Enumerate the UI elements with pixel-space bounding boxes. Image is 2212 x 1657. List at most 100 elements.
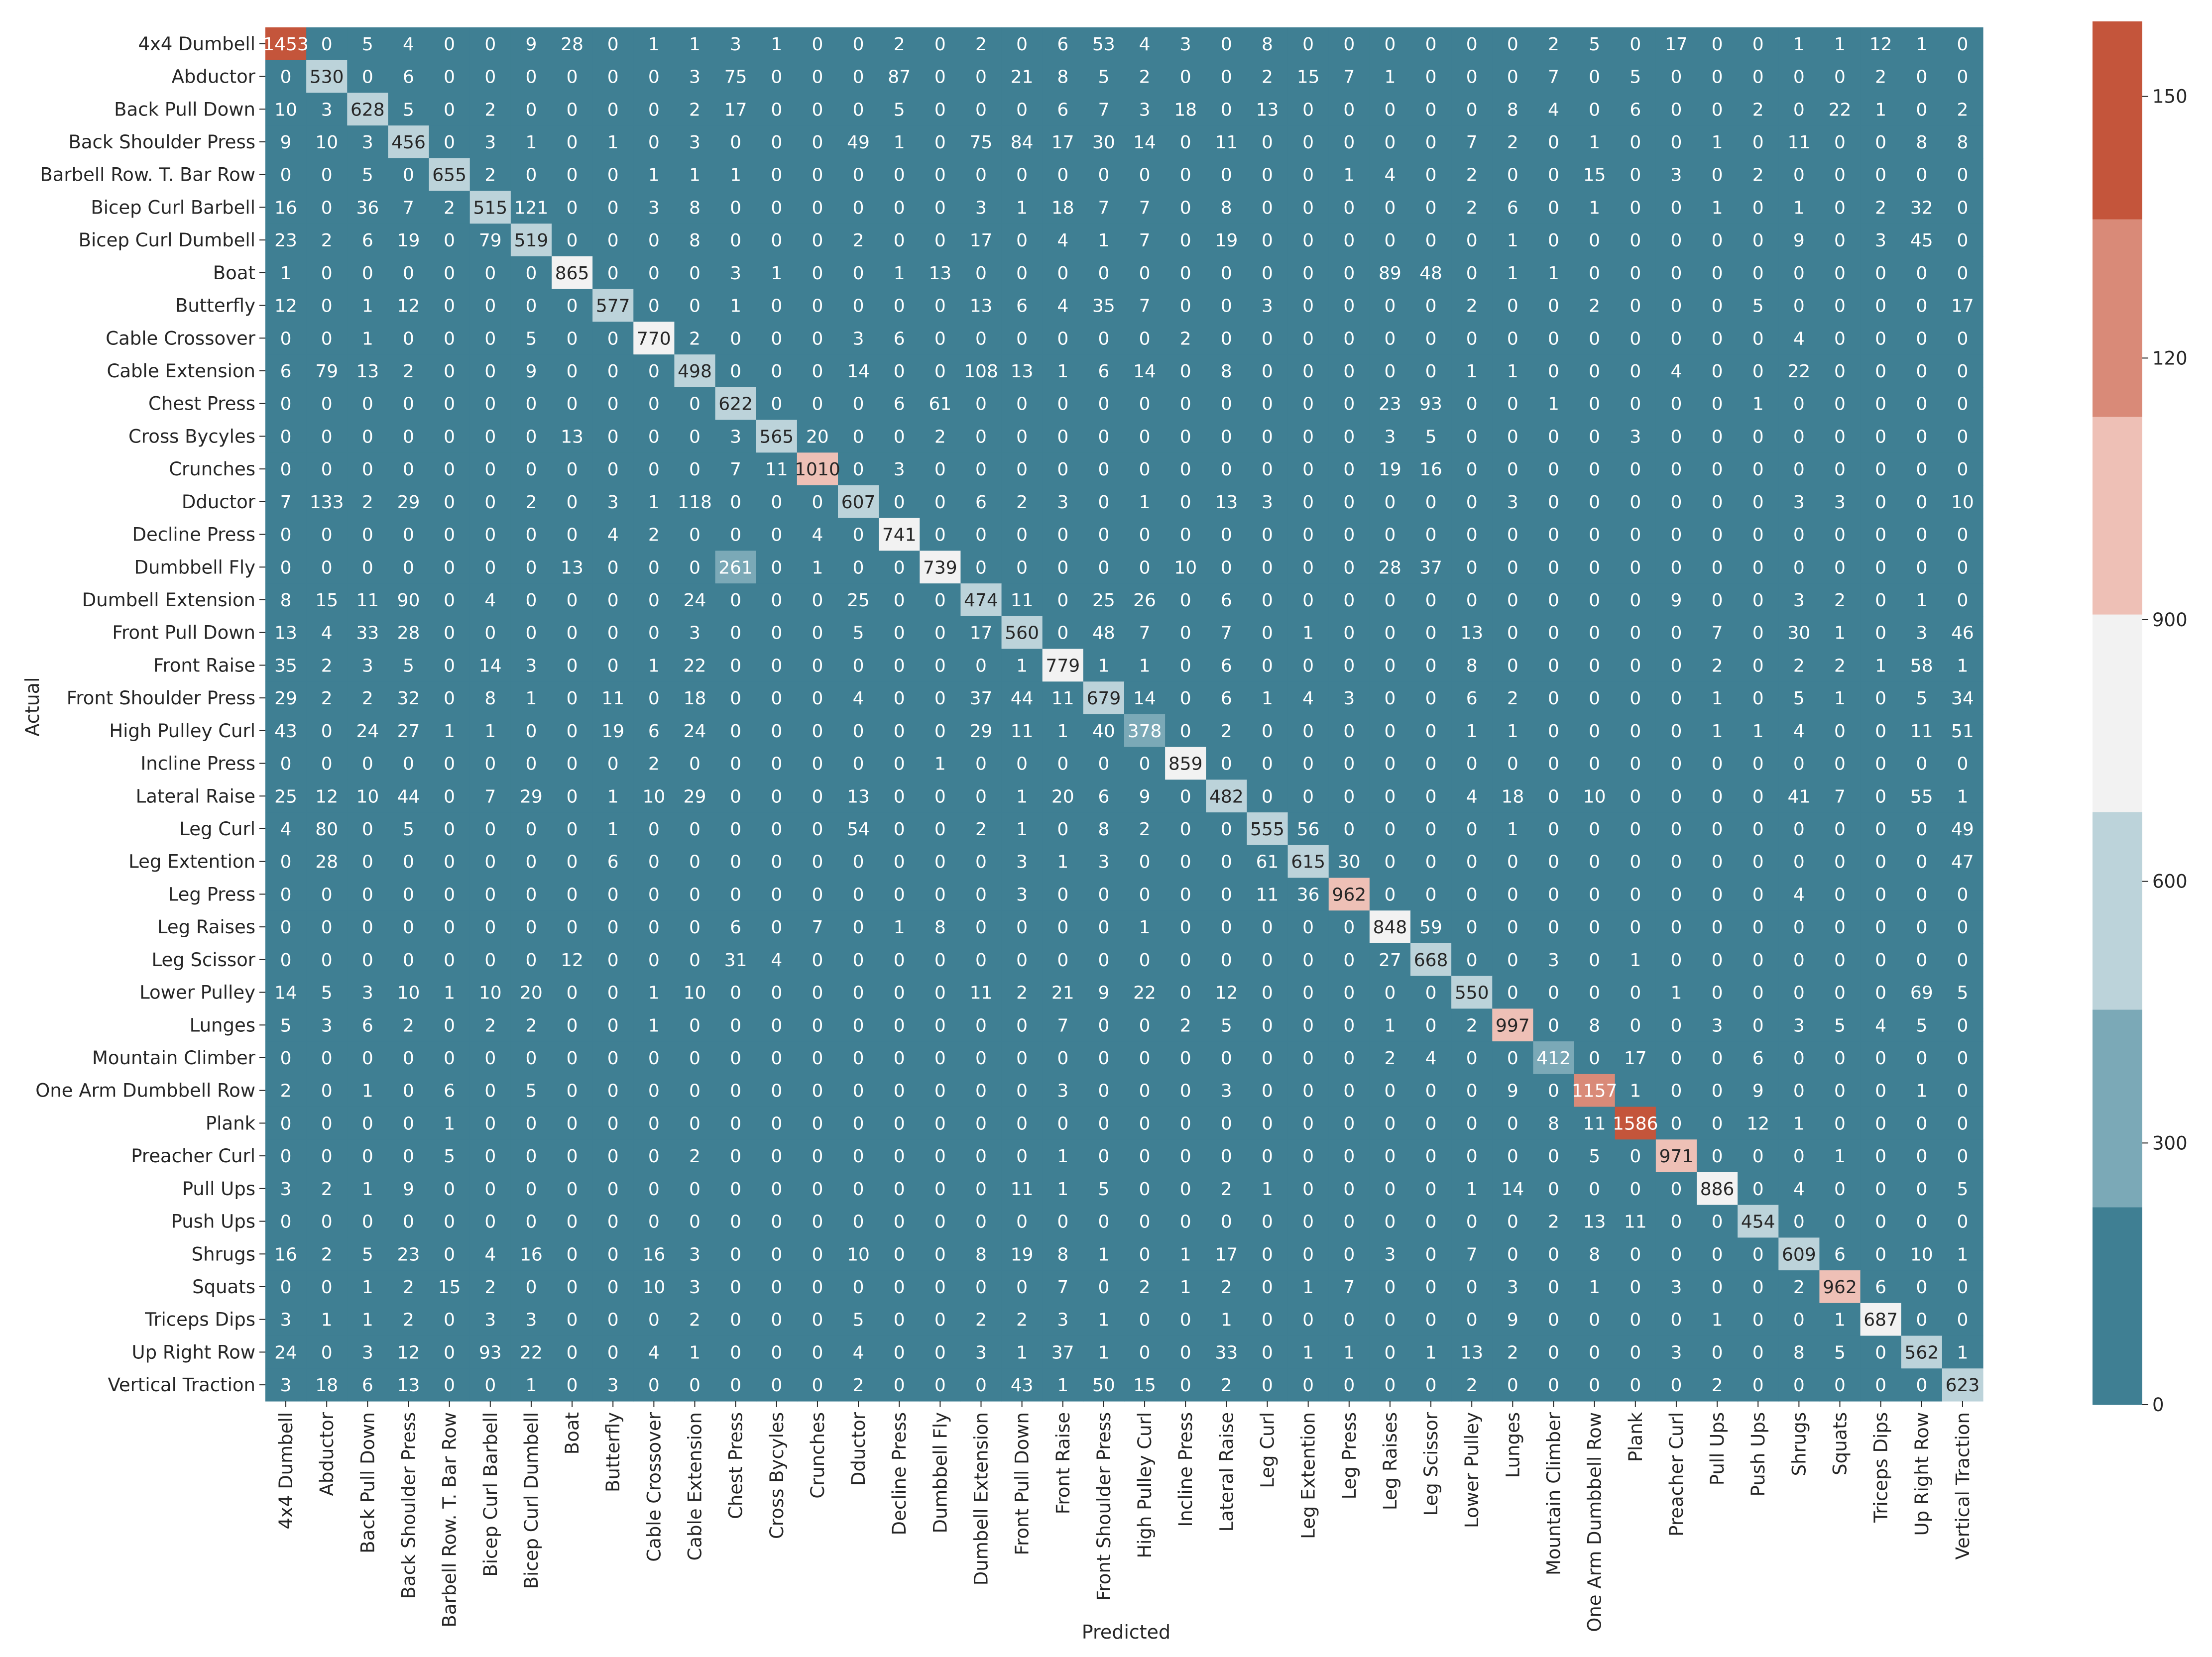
heatmap-cell [1574,256,1616,290]
heatmap-cell [1615,354,1656,388]
cell-value-label: 46 [1951,623,1974,644]
cell-value-label: 0 [1752,852,1764,873]
cell-value-label: 0 [812,132,823,153]
heatmap-cell [797,256,838,290]
heatmap-cell [1165,485,1206,519]
cell-value-label: 1453 [263,34,309,55]
cell-value-label: 0 [730,1179,741,1200]
cell-value-label: 0 [1548,1179,1559,1200]
cell-value-label: 0 [607,1310,619,1330]
cell-value-label: 8 [1957,132,1968,153]
cell-value-label: 0 [1098,1015,1109,1036]
heatmap-cell [592,583,634,617]
cell-value-label: 2 [321,688,333,709]
cell-value-label: 0 [975,329,987,349]
cell-value-label: 0 [648,100,660,120]
cell-value-label: 0 [1221,525,1232,546]
heatmap-cell [1124,256,1165,290]
heatmap-cell [1860,158,1902,192]
cell-value-label: 0 [648,361,660,382]
cell-value-label: 0 [1670,459,1682,480]
cell-value-label: 36 [1297,884,1320,905]
cell-value-label: 2 [1262,67,1273,88]
heatmap-cell [1451,354,1493,388]
heatmap-cell [1655,452,1697,486]
cell-value-label: 24 [274,1342,297,1363]
heatmap-cell [1165,256,1206,290]
heatmap-cell [1206,551,1248,584]
cell-value-label: 0 [567,1081,578,1102]
heatmap-cell [1697,551,1738,584]
heatmap-cell [429,681,470,715]
cell-value-label: 15 [1583,165,1606,186]
heatmap-cell [715,583,757,617]
cell-value-label: 0 [771,852,782,873]
heatmap-cell [1451,420,1493,453]
cell-value-label: 7 [1098,100,1109,120]
heatmap-cell [388,387,430,421]
heatmap-cell [1451,27,1493,61]
cell-value-label: 0 [975,263,987,284]
cell-value-label: 61 [1256,852,1279,873]
heatmap-cell [1860,256,1902,290]
cell-value-label: 0 [607,361,619,382]
cell-value-label: 0 [525,296,537,317]
cell-value-label: 0 [280,525,292,546]
cell-value-label: 1 [1670,983,1682,1003]
cell-value-label: 4 [403,34,414,55]
heatmap-cell [1697,223,1738,257]
cell-value-label: 0 [1834,263,1846,284]
heatmap-cell [592,354,634,388]
heatmap-cell [552,125,593,159]
heatmap-cell [347,518,389,552]
cell-value-label: 0 [484,329,496,349]
heatmap-cell [306,649,348,682]
heatmap-cell [1451,943,1493,977]
heatmap-cell [1287,158,1329,192]
cell-value-label: 0 [1384,34,1396,55]
cell-value-label: 0 [1875,394,1886,415]
cell-value-label: 0 [607,1048,619,1069]
heatmap-cell [1738,812,1779,846]
cell-value-label: 0 [1793,1310,1805,1330]
cell-value-label: 0 [1957,1048,1968,1069]
x-tick-label: Cross Bycyles [766,1412,788,1539]
heatmap-cell [265,485,307,519]
cell-value-label: 0 [975,950,987,971]
heatmap-cell [1697,485,1738,519]
heatmap-cell [1369,779,1411,813]
cell-value-label: 0 [1057,263,1068,284]
cell-value-label: 0 [1425,1310,1437,1330]
heatmap-cell [1819,256,1861,290]
heatmap-cell [1287,93,1329,126]
cell-value-label: 0 [1180,296,1191,317]
heatmap-cell [265,420,307,453]
cell-value-label: 0 [403,1146,414,1167]
heatmap-cell [510,976,552,1009]
cell-value-label: 0 [567,917,578,938]
cell-value-label: 0 [1221,394,1232,415]
cell-value-label: 0 [1343,983,1355,1003]
heatmap-cell [347,125,389,159]
heatmap-cell [1287,485,1329,519]
heatmap-cell [1165,910,1206,944]
heatmap-cell [306,910,348,944]
heatmap-cell [1042,649,1084,682]
heatmap-cell [510,322,552,355]
heatmap-cell [510,518,552,552]
cell-value-label: 0 [484,819,496,840]
heatmap-cell [1574,518,1616,552]
cell-value-label: 0 [1262,721,1273,742]
cell-value-label: 0 [1589,329,1600,349]
cell-value-label: 0 [1221,296,1232,317]
cell-value-label: 3 [280,1375,292,1396]
cell-value-label: 0 [1057,1048,1068,1069]
cell-value-label: 8 [1466,656,1478,676]
heatmap-cell [552,976,593,1009]
heatmap-cell [1819,616,1861,650]
heatmap-cell [920,60,961,94]
heatmap-cell [879,812,920,846]
cell-value-label: 0 [1548,525,1559,546]
heatmap-cell [592,681,634,715]
heatmap-cell [1451,518,1493,552]
